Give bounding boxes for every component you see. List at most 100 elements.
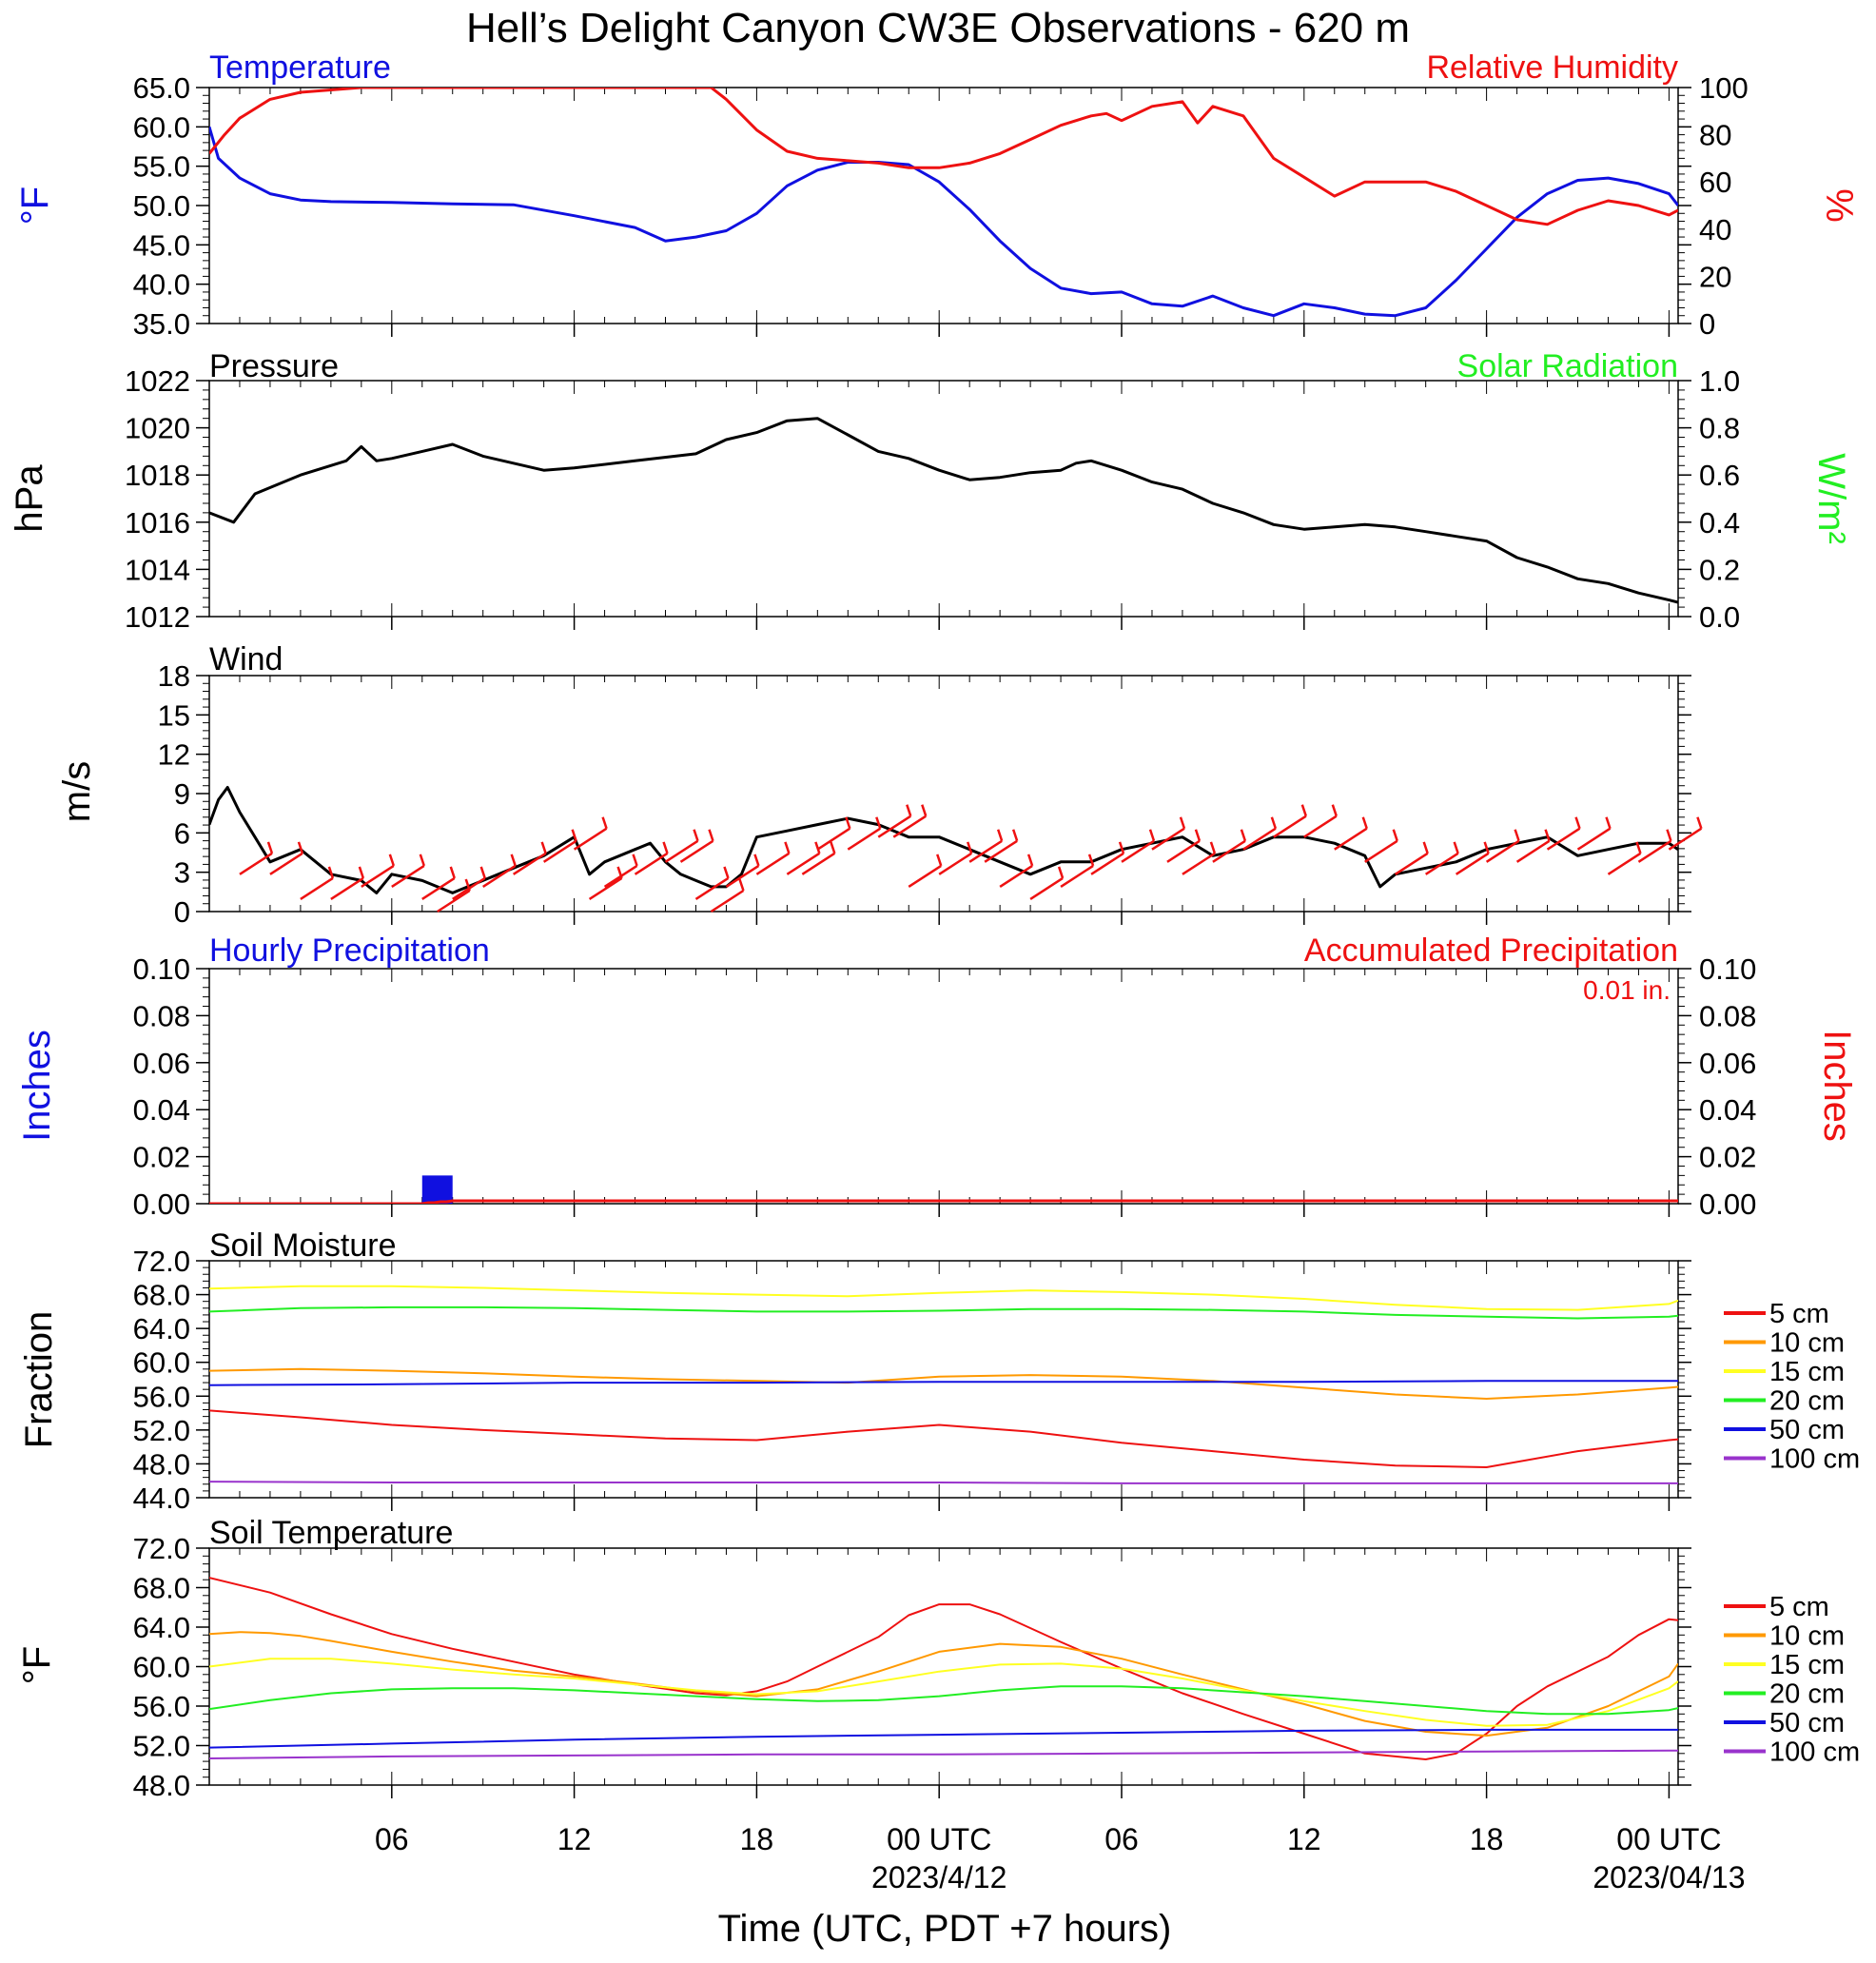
soil_temperature-100-cm-line [209,1749,1678,1759]
pressure-left-tick-label: 1022 [125,364,190,398]
wind-barb-flag [1209,841,1217,854]
wind-wind-line [209,786,1678,894]
temperature-right-tick-label: 80 [1699,119,1731,152]
wind-barb-flag [1514,829,1520,842]
wind-barb-staff [755,852,791,875]
soil-temperature-title: Soil Temperature [209,1515,453,1551]
pressure-unit: hPa [9,464,50,533]
wind-barb-flag [1194,829,1202,842]
wind-barb-flag [830,841,836,854]
soil_temperature-legend-label: 50 cm [1769,1708,1845,1738]
wind-barb-staff [694,876,730,900]
wind-barb-staff [588,876,623,900]
soil_temperature-50-cm-line [209,1728,1678,1749]
wind-barb-flag [662,841,669,854]
wind-left-tick-label: 12 [158,738,190,772]
hourly-precip-unit: Inches [16,1030,58,1142]
wind-barb-staff [452,876,486,900]
wind-left-tick-label: 0 [174,895,190,929]
soil_moisture-left-tick-label: 52.0 [133,1414,190,1447]
wind-barb-flag [571,829,577,842]
soil_temperature-left-tick-label: 72.0 [133,1532,190,1565]
soil_moisture-15-cm-line [209,1285,1678,1311]
wind-barb-flag [297,841,304,854]
soil_moisture-left-tick-label: 72.0 [133,1245,190,1278]
pressure-title: Pressure [209,348,339,384]
accum-precip-title: Accumulated Precipitation [1304,932,1678,969]
precip-right-tick-label: 0.02 [1699,1141,1756,1174]
wind-barb-staff [1637,839,1672,863]
wind-plot-frame [208,675,1679,913]
soil-temperature-unit: °F [16,1646,58,1684]
wind-barb-flag [358,866,365,879]
precip-accumulated-precipitation-line [209,1199,1678,1204]
wind-barb-flag [693,829,699,842]
pressure-right-tick-label: 0.8 [1699,412,1740,445]
wind-left-tick-label: 3 [174,856,190,890]
soil_temperature-left-tick-label: 52.0 [133,1730,190,1763]
temperature-left-tick-label: 60.0 [133,110,190,144]
x-tick-label: 18 [1470,1822,1504,1856]
precip-left-tick-label: 0.10 [133,952,190,986]
wind-barb-staff [1546,827,1581,851]
temperature-left-tick-label: 45.0 [133,228,190,262]
precip-plot-frame [208,968,1679,1205]
precip-right-tick-label: 0.04 [1699,1093,1756,1127]
wind-barb-flag [1118,841,1125,854]
soil_temperature-15-cm-line [209,1658,1678,1727]
precip-left-tick-label: 0.04 [133,1093,190,1127]
wind-barb-flag [1026,854,1034,867]
wind-barb-flag [906,804,912,817]
wind-barb-staff [679,839,714,863]
wind-barb-flag [1605,816,1612,830]
x-axis-label: Time (UTC, PDT +7 hours) [718,1908,1172,1950]
temperature-panel: Temperature Relative Humidity °F % [14,49,1860,225]
pressure-left-tick-label: 1020 [125,412,190,445]
wind-panel: Wind m/s [56,641,283,822]
soil_moisture-left-tick-label: 68.0 [133,1279,190,1312]
soil_moisture-20-cm-line [209,1305,1678,1320]
wind-barb-staff [725,864,760,888]
solar-radiation-unit: W/m² [1810,453,1852,544]
wind-barb-staff [300,876,334,900]
soil_moisture-left-tick-label: 44.0 [133,1482,190,1515]
soil_temperature-20-cm-line [209,1685,1678,1716]
wind-title: Wind [209,641,283,677]
wind-barb-staff [1395,852,1429,875]
wind-barb-staff [984,839,1018,863]
wind-barb-staff [603,864,638,888]
wind-barb-flag [921,804,928,817]
wind-barb-staff [239,852,273,875]
pressure-left-tick-label: 1014 [125,553,190,586]
wind-barb-staff [634,852,669,875]
precip-right-tick-label: 0.10 [1699,952,1756,986]
wind-left-tick-label: 15 [158,698,190,732]
wind-barb-staff [361,864,395,888]
wind-barb-flag [814,841,821,854]
wind-barb-flag [996,829,1004,842]
wind-barb-flag [784,841,791,854]
hourly-precip-bar [421,1175,453,1204]
soil_temperature-5-cm-line [209,1577,1678,1760]
wind-barb-staff [573,827,608,851]
wind-barb-flag [1392,829,1398,842]
wind-barb-flag [1057,866,1065,879]
x-tick-label: 00 UTC [887,1822,991,1856]
pressure-pressure-line [209,417,1678,604]
wind-barb-staff [664,839,699,863]
solar-radiation-title: Solar Radiation [1457,348,1678,384]
temperature-left-tick-label: 65.0 [133,71,190,105]
soil_moisture-legend-label: 5 cm [1769,1299,1829,1329]
wind-barb-flag [1087,854,1095,867]
wind-barb-staff [437,889,471,913]
x-tick-label: 18 [740,1822,774,1856]
soil-moisture-unit: Fraction [18,1311,60,1449]
wind-barb-flag [1011,829,1019,842]
soil_temperature-left-tick-label: 64.0 [133,1611,190,1644]
wind-barb-flag [1240,829,1247,842]
pressure-right-tick-label: 0.2 [1699,553,1740,586]
soil_moisture-legend-label: 100 cm [1769,1444,1860,1475]
wind-barb-staff [1029,876,1064,900]
accum-precip-unit: Inches [1816,1030,1858,1142]
